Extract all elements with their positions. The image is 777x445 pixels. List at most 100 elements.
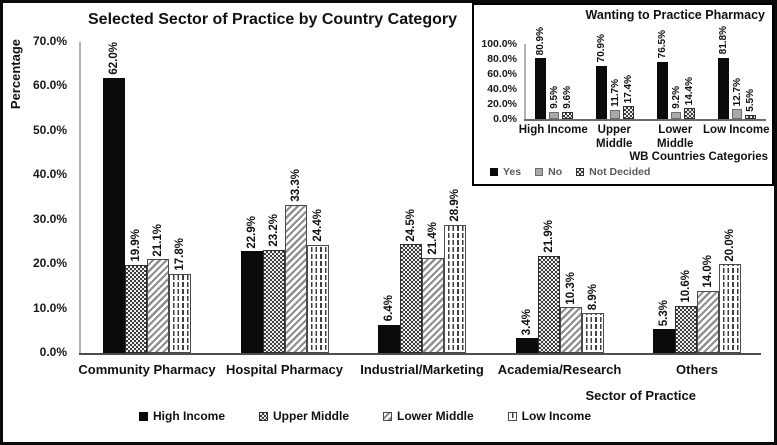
bar-cell: 33.3% [284, 169, 307, 353]
main-legend: High Income Upper Middle Lower Middle Low I… [139, 409, 591, 423]
inset-legend: Yes No Not Decided [490, 166, 650, 178]
bar-cell: 9.6% [562, 86, 573, 119]
bar-group-high-income: 80.9% 9.5% 9.6% [535, 27, 573, 119]
x-category-label: High Income [519, 124, 588, 138]
y-tick-label: 0.0% [493, 112, 517, 125]
bar-group-lower-middle: 76.5% 9.2% 14.4% [657, 30, 695, 119]
legend-swatch-upper-middle [259, 411, 268, 421]
x-category-label-line: Middle [657, 137, 694, 150]
legend-item-no: No [535, 166, 562, 178]
bar-cell: 5.3% [653, 300, 675, 353]
x-category-label-line: Community Pharmacy [78, 362, 216, 377]
legend-swatch-not-decided [576, 168, 585, 176]
y-tick-label: 80.0% [487, 52, 517, 65]
y-tick-label: 50.0% [32, 122, 67, 137]
inset-chart: Wanting to Practice Pharmacy 0.0% 20.0% 40… [472, 3, 774, 186]
bar-cell: 10.6% [675, 270, 697, 353]
bar-lower-middle [559, 307, 582, 353]
bar-yes [596, 65, 607, 119]
main-chart-title: Selected Sector of Practice by Country C… [88, 11, 457, 28]
bar-lower-middle [147, 259, 169, 353]
main-y-axis-ticks: 0.0% 10.0% 20.0% 30.0% 40.0% 50.0% 60.0% 70.0% [21, 3, 67, 442]
bar-cell: 5.5% [745, 89, 756, 119]
y-tick-label: 20.0% [32, 256, 67, 271]
bar-cell: 20.0% [719, 229, 741, 353]
bar-high-income [240, 251, 263, 353]
legend-label: No [548, 166, 563, 178]
bar-upper-middle [537, 255, 560, 353]
main-chart: Selected Sector of Practice by Country C… [3, 3, 774, 442]
bar-high-income [378, 324, 400, 353]
bar-yes [657, 61, 668, 119]
legend-item-upper-middle: Upper Middle [259, 409, 349, 423]
inset-x-axis-line [524, 119, 766, 121]
legend-label: Upper Middle [273, 409, 350, 423]
bar-lower-middle [422, 257, 444, 353]
x-category-label-line: Lower [658, 124, 693, 136]
bar-cell: 21.1% [147, 224, 169, 353]
y-tick-label: 40.0% [487, 82, 517, 95]
bar-cell: 24.4% [306, 209, 329, 353]
bar-cell: 76.5% [657, 30, 668, 119]
inset-x-axis-title: WB Countries Categories [629, 151, 768, 163]
legend-item-yes: Yes [490, 166, 521, 178]
main-x-axis-title: Sector of Practice [585, 388, 696, 403]
y-tick-label: 0.0% [39, 345, 67, 359]
bar-no [548, 111, 560, 119]
bar-cell: 24.5% [400, 209, 422, 353]
legend-label: Lower Middle [397, 409, 474, 423]
x-category-label-line: Academia/Research [497, 362, 622, 377]
bar-cell: 28.9% [444, 189, 466, 353]
bar-cell: 14.0% [697, 255, 719, 353]
y-tick-label: 100.0% [481, 37, 517, 50]
bar-upper-middle [675, 305, 697, 353]
x-category-label: Industrial/Marketing [360, 362, 484, 377]
inset-y-axis-line [524, 44, 526, 120]
y-tick-label: 10.0% [32, 300, 67, 315]
x-category-label-line: Middle [596, 137, 633, 150]
x-category-label: Hospital Pharmacy [226, 362, 343, 377]
bar-cell: 19.9% [125, 229, 147, 353]
bar-low-income [306, 244, 329, 353]
bar-cell: 80.9% [535, 27, 546, 119]
bar-group-upper-middle: 70.9% 11.7% 17.4% [596, 34, 634, 119]
bar-cell: 9.2% [671, 86, 682, 119]
bar-cell: 21.4% [422, 222, 444, 353]
x-category-label-line: Hospital Pharmacy [225, 362, 344, 377]
x-category-label: Community Pharmacy [78, 362, 215, 377]
inset-y-axis-ticks: 0.0% 20.0% 40.0% 60.0% 80.0% 100.0% [474, 5, 517, 184]
x-category-label: Academia/Research [498, 362, 622, 377]
bar-upper-middle [400, 244, 422, 353]
bar-cell: 9.5% [549, 86, 560, 119]
bar-yes [535, 58, 546, 119]
legend-swatch-high-income [139, 411, 148, 421]
legend-item-not-decided: Not Decided [576, 166, 650, 178]
bar-cell: 81.8% [718, 26, 729, 119]
x-category-label-line: Industrial/Marketing [360, 362, 484, 377]
bar-cell: 17.8% [169, 238, 191, 353]
bar-group-community-pharmacy: 62.0% 19.9% 21.1% 17.8% [103, 42, 191, 353]
bar-not-decided [623, 105, 634, 119]
bar-not-decided [562, 111, 573, 119]
y-tick-label: 40.0% [32, 167, 67, 182]
legend-swatch-lower-middle [383, 411, 392, 421]
bar-low-income [719, 264, 741, 353]
bar-no [609, 110, 621, 119]
bar-cell: 21.9% [537, 220, 560, 353]
legend-label: Yes [503, 166, 522, 178]
legend-label: High Income [153, 409, 226, 423]
main-y-axis-line [79, 42, 81, 353]
bar-no [731, 109, 743, 119]
bar-cell: 22.9% [240, 216, 263, 353]
bar-cell: 3.4% [515, 309, 538, 353]
legend-label: Low Income [521, 409, 591, 423]
legend-swatch-no [535, 168, 544, 176]
legend-item-high-income: High Income [139, 409, 225, 423]
bar-group-industrial-marketing: 6.4% 24.5% 21.4% 28.9% [378, 189, 466, 353]
bar-cell: 6.4% [378, 295, 400, 353]
inset-plot-area: 80.9% 9.5% 9.6% 70.9% 11.7% 17.4% 76.5% 9.2% 14.… [474, 5, 772, 184]
legend-item-lower-middle: Lower Middle [383, 409, 474, 423]
bar-no [670, 112, 682, 119]
legend-swatch-yes [490, 168, 498, 176]
